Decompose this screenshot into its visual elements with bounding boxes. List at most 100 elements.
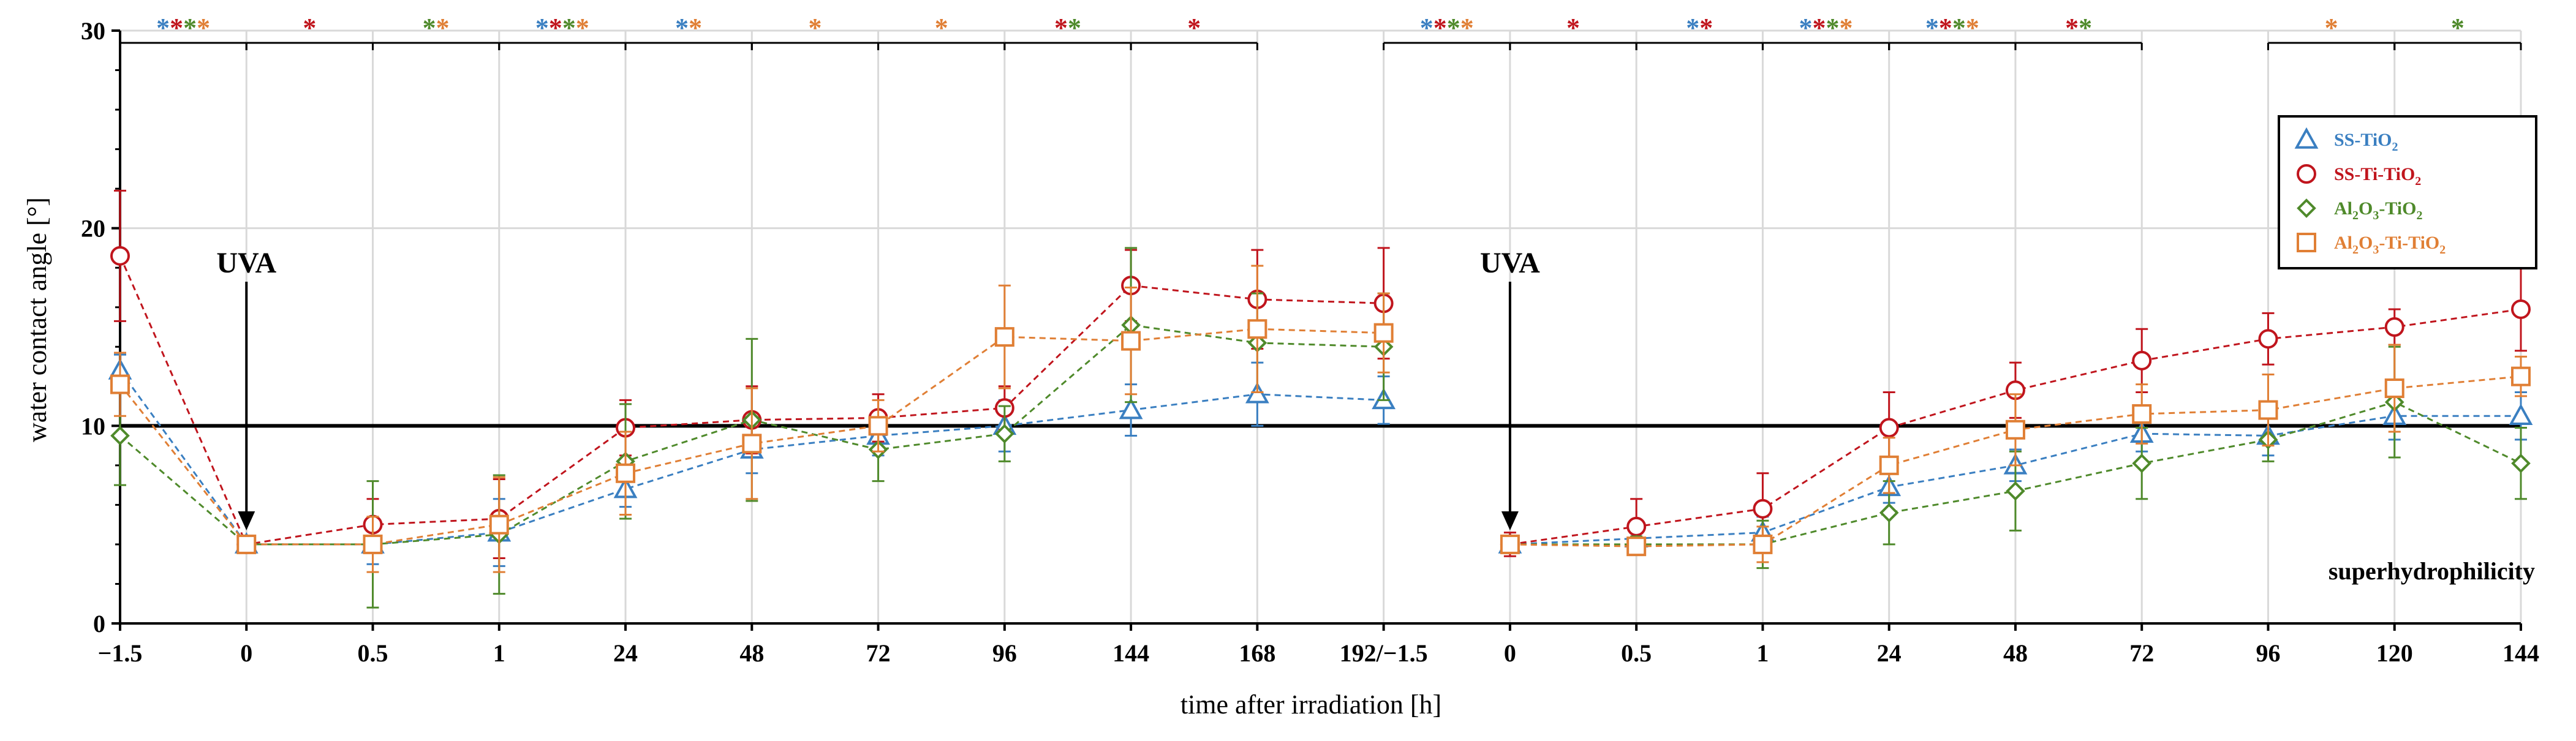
legend-text-part: SS-TiO bbox=[2334, 130, 2392, 150]
significance-stars: ** bbox=[1686, 13, 1713, 43]
x-tick-label: 72 bbox=[866, 639, 891, 667]
legend-text-part: SS-Ti-TiO bbox=[2334, 164, 2415, 184]
data-point bbox=[2384, 378, 2404, 399]
series-line bbox=[119, 255, 1384, 546]
data-point bbox=[2132, 404, 2152, 424]
significance-star: * bbox=[1699, 13, 1713, 43]
significance-star: * bbox=[2451, 13, 2465, 43]
significance-star: * bbox=[935, 13, 948, 43]
legend-entry: Al2O3-TiO2 bbox=[2334, 198, 2422, 222]
significance-stars: ** bbox=[675, 13, 702, 43]
significance-star: * bbox=[576, 13, 589, 43]
x-tick-label: 1 bbox=[493, 639, 505, 667]
legend-marker bbox=[2297, 198, 2316, 218]
significance-stars: **** bbox=[1925, 13, 1979, 43]
data-point bbox=[1879, 455, 1899, 475]
superhydrophilicity-label: superhydrophilicity bbox=[2329, 557, 2535, 585]
significance-star: * bbox=[170, 13, 183, 43]
significance-star: * bbox=[689, 13, 702, 43]
data-point bbox=[1245, 382, 1269, 404]
data-point bbox=[994, 327, 1014, 347]
significance-star: * bbox=[1813, 13, 1826, 43]
significance-star: * bbox=[1447, 13, 1460, 43]
significance-star: * bbox=[562, 13, 576, 43]
x-tick-label: 144 bbox=[1112, 639, 1149, 667]
x-tick-label: 192/−1.5 bbox=[1340, 639, 1428, 667]
significance-star: * bbox=[1939, 13, 1952, 43]
data-point bbox=[236, 534, 257, 554]
series-SS-Ti-TiO2 bbox=[110, 189, 2531, 560]
legend-text-part: Al bbox=[2334, 198, 2352, 219]
significance-star: * bbox=[1966, 13, 1979, 43]
uva-arrow-head bbox=[1501, 511, 1519, 530]
significance-star: * bbox=[1187, 13, 1201, 43]
significance-stars: ** bbox=[423, 13, 450, 43]
significance-stars: * bbox=[808, 13, 822, 43]
significance-brackets: **** * ** **** ** * * ** * **** * ** **** **** ** * * bbox=[119, 13, 2522, 50]
data-point bbox=[489, 514, 509, 535]
legend-entry: SS-Ti-TiO2 bbox=[2334, 164, 2421, 188]
y-axis-title: water contact angle [°] bbox=[22, 197, 52, 442]
significance-stars: * bbox=[303, 13, 316, 43]
uva-annotations: UVA UVA bbox=[216, 247, 1540, 530]
significance-star: * bbox=[2325, 13, 2338, 43]
x-tick-label: 48 bbox=[739, 639, 764, 667]
data-point bbox=[1753, 534, 1773, 554]
legend-text-part: O bbox=[2359, 198, 2373, 219]
data-point bbox=[2006, 481, 2025, 501]
legend-box bbox=[2278, 115, 2537, 269]
series-layer bbox=[108, 189, 2533, 609]
legend-subscript: 2 bbox=[2392, 140, 2398, 154]
significance-stars: ** bbox=[2065, 13, 2092, 43]
significance-star: * bbox=[1799, 13, 1813, 43]
significance-star: * bbox=[675, 13, 689, 43]
significance-star: * bbox=[303, 13, 316, 43]
significance-stars: * bbox=[935, 13, 948, 43]
x-tick-label: 0.5 bbox=[1621, 639, 1652, 667]
significance-stars: * bbox=[1187, 13, 1201, 43]
legend-subscript: 2 bbox=[2416, 209, 2422, 222]
legend-subscript: 2 bbox=[2415, 175, 2421, 188]
legend-entry: SS-TiO2 bbox=[2334, 130, 2398, 154]
x-tick-label: 168 bbox=[1239, 639, 1275, 667]
significance-stars: * bbox=[2451, 13, 2465, 43]
data-point bbox=[2509, 404, 2533, 425]
significance-star: * bbox=[1054, 13, 1068, 43]
x-tick-label: 24 bbox=[613, 639, 638, 667]
x-tick-label: 24 bbox=[1877, 639, 1902, 667]
significance-star: * bbox=[808, 13, 822, 43]
legend-text-part: O bbox=[2359, 233, 2373, 253]
significance-star: * bbox=[1460, 13, 1474, 43]
data-point bbox=[110, 374, 130, 394]
significance-stars: ** bbox=[1054, 13, 1081, 43]
data-point bbox=[2384, 317, 2404, 337]
axes-layer: water contact angle [°] time after irrad… bbox=[22, 17, 2539, 720]
x-tick-label: 72 bbox=[2129, 639, 2154, 667]
data-point bbox=[2132, 453, 2152, 473]
data-point bbox=[1753, 498, 1773, 519]
significance-star: * bbox=[1686, 13, 1699, 43]
significance-stars: * bbox=[2325, 13, 2338, 43]
x-tick-label: 0 bbox=[1504, 639, 1516, 667]
legend-subscript: 2 bbox=[2352, 209, 2359, 222]
data-point bbox=[2511, 299, 2531, 319]
data-point bbox=[2005, 419, 2025, 440]
significance-star: * bbox=[1952, 13, 1966, 43]
legend-marker bbox=[2294, 127, 2319, 149]
series-SS-TiO2 bbox=[108, 353, 2533, 567]
x-tick-label: 1 bbox=[1756, 639, 1769, 667]
significance-star: * bbox=[197, 13, 210, 43]
legend-subscript: 2 bbox=[2352, 243, 2359, 257]
legend-marker bbox=[2297, 233, 2316, 252]
data-point bbox=[616, 463, 636, 483]
x-tick-label: 144 bbox=[2502, 639, 2539, 667]
data-point bbox=[1373, 323, 1394, 343]
significance-star: * bbox=[183, 13, 197, 43]
significance-star: * bbox=[1068, 13, 1081, 43]
x-axis-title: time after irradiation [h] bbox=[1180, 690, 1441, 720]
significance-star: * bbox=[2065, 13, 2079, 43]
uva-label: UVA bbox=[216, 247, 276, 279]
